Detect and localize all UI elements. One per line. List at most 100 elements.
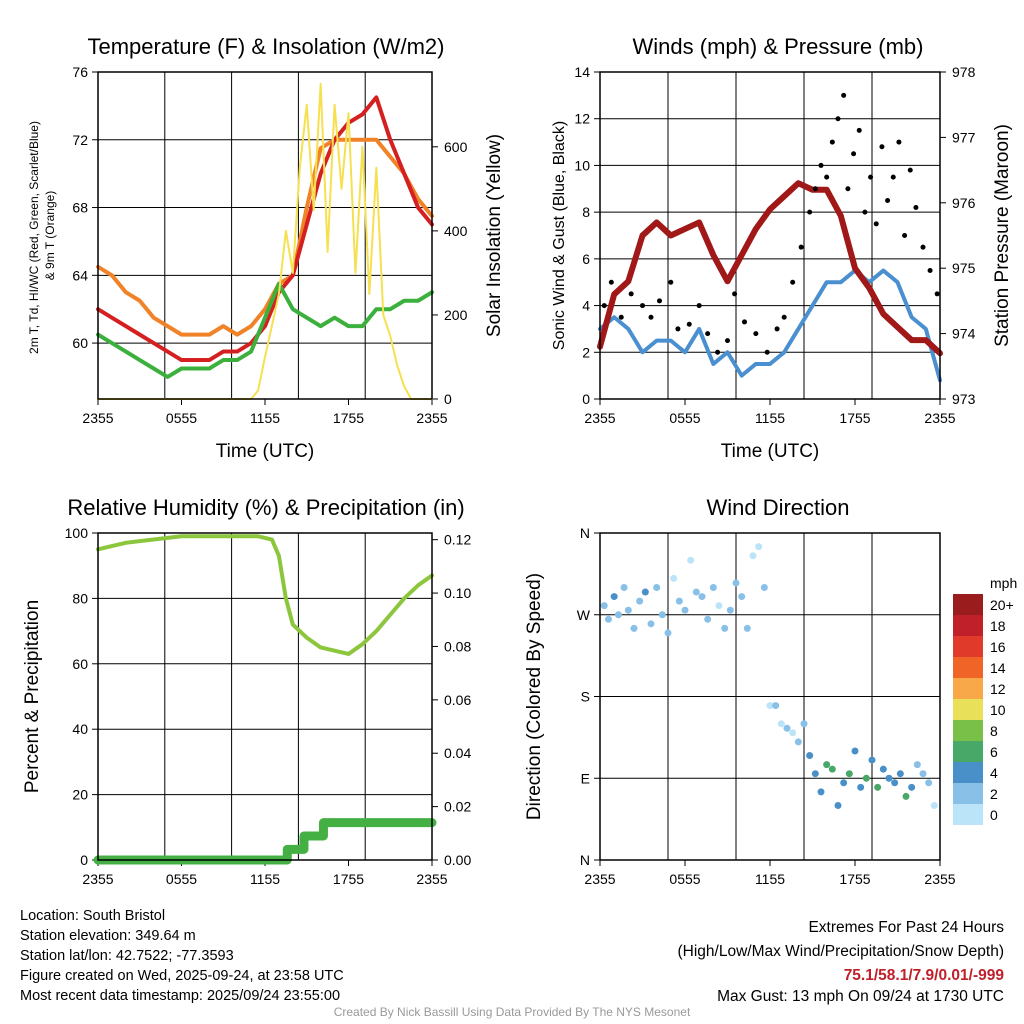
y-right-tick-label: 600: [444, 139, 468, 155]
legend-swatch: [953, 699, 983, 720]
y-tick-label: 60: [72, 656, 88, 672]
y-tick-label: 60: [72, 335, 88, 351]
y-axis-label: Sonic Wind & Gust (Blue, Black): [551, 121, 568, 350]
gust-point: [657, 298, 662, 304]
direction-point: [879, 765, 887, 773]
direction-point: [828, 765, 836, 773]
max-gust: Max Gust: 13 mph On 09/24 at 1730 UTC: [717, 988, 1004, 1005]
y-tick-label: 0: [80, 852, 88, 868]
x-tick-label: 0555: [669, 410, 700, 426]
direction-point: [743, 624, 751, 632]
series-station-pressure: [597, 180, 943, 357]
y-tick-label: 40: [72, 721, 88, 737]
y-right-tick-label: 973: [952, 391, 976, 407]
gust-point: [913, 204, 919, 210]
x-tick-label: 1755: [839, 871, 870, 887]
gust-point: [705, 331, 711, 337]
x-tick-label: 0555: [166, 871, 197, 887]
y-tick-label: 2: [582, 344, 590, 360]
plot-frame: [599, 71, 941, 400]
direction-point: [738, 593, 746, 601]
direction-point: [896, 770, 904, 778]
direction-point: [715, 602, 723, 610]
gust-point: [868, 174, 874, 180]
extremes-sub: (High/Low/Max Wind/Precipitation/Snow De…: [677, 943, 1005, 960]
chart-title: Winds (mph) & Pressure (mb): [633, 34, 924, 59]
direction-point: [908, 783, 916, 791]
y-right-tick-label: 0.08: [444, 638, 471, 654]
y-right-tick-label: 976: [952, 195, 976, 211]
y-right-tick-label: 200: [444, 307, 468, 323]
direction-point: [687, 556, 695, 564]
gust-point: [628, 291, 634, 297]
recent: Most recent data timestamp: 2025/09/24 2…: [20, 988, 341, 1004]
x-tick-label: 2355: [584, 871, 615, 887]
series-td: [96, 281, 434, 379]
y-right-tick-label: 0.10: [444, 585, 471, 601]
gust-point: [896, 139, 902, 145]
gust-point: [668, 279, 674, 285]
y-right-tick-label: 0.02: [444, 799, 471, 815]
direction-point: [851, 747, 859, 755]
x-tick-label: 2355: [416, 410, 447, 426]
legend-swatch: [953, 804, 983, 825]
extremes: Extremes For Past 24 Hours (High/Low/Max…: [678, 916, 1005, 1006]
gust-point: [732, 291, 738, 297]
gust-point: [618, 314, 624, 320]
x-tick-label: 1755: [333, 410, 364, 426]
lat-lon: Station lat/lon: 42.7522; -77.3593: [20, 948, 234, 964]
direction-point: [704, 615, 712, 623]
direction-point: [766, 702, 774, 710]
direction-point: [800, 720, 808, 728]
y-right-tick-label: 975: [952, 260, 976, 276]
credit: Created By Nick Bassill Using Data Provi…: [333, 1005, 691, 1019]
y-axis-label: Direction (Colored By Speed): [524, 573, 545, 820]
y-tick-label: 6: [582, 251, 590, 267]
y-right-tick-label: 0.00: [444, 852, 471, 868]
gust-point: [851, 151, 857, 157]
direction-point: [732, 579, 740, 587]
direction-point: [658, 611, 666, 619]
extremes-title: Extremes For Past 24 Hours: [808, 919, 1004, 936]
y-tick-label: 12: [574, 111, 590, 127]
gust-point: [812, 186, 818, 192]
legend-swatch: [953, 594, 983, 615]
y-axis-label: 2m T, Td, HI/WC (Red, Green, Scarlet/Blu…: [27, 121, 41, 354]
direction-point: [726, 606, 734, 614]
y-tick-label: 8: [582, 204, 590, 220]
plot-frame: [97, 532, 433, 861]
legend-swatch: [953, 615, 983, 636]
series-2m-t: [96, 95, 434, 363]
direction-point: [930, 802, 938, 809]
gust-point: [890, 174, 896, 180]
y-tick-label: N: [580, 852, 590, 868]
series-solar-insolation: [97, 82, 433, 400]
legend-title: mph: [990, 575, 1017, 591]
y-right-tick-label: 978: [952, 64, 976, 80]
direction-point: [681, 606, 689, 614]
direction-point: [653, 584, 661, 591]
series-9m-t: [96, 137, 434, 337]
direction-point: [913, 761, 921, 769]
gust-point: [807, 209, 813, 215]
gust-point: [601, 303, 607, 309]
direction-point: [789, 729, 797, 737]
plot-frame: [599, 532, 941, 861]
x-tick-label: 1155: [755, 871, 785, 887]
direction-point: [925, 779, 933, 787]
y-right-tick-label: 974: [952, 326, 976, 342]
gust-point: [902, 233, 908, 238]
x-tick-label: 0555: [669, 871, 700, 887]
x-tick-label: 2355: [584, 410, 615, 426]
direction-point: [794, 738, 802, 746]
legend-swatch: [953, 762, 983, 783]
gust-point: [841, 92, 847, 98]
gust-point: [862, 209, 868, 215]
legend-swatch: [953, 720, 983, 741]
gust-point: [856, 127, 862, 133]
y-right-tick-label: 0.06: [444, 692, 471, 708]
direction-point: [817, 788, 825, 796]
x-tick-label: 2355: [924, 410, 955, 426]
x-tick-label: 1755: [333, 871, 364, 887]
